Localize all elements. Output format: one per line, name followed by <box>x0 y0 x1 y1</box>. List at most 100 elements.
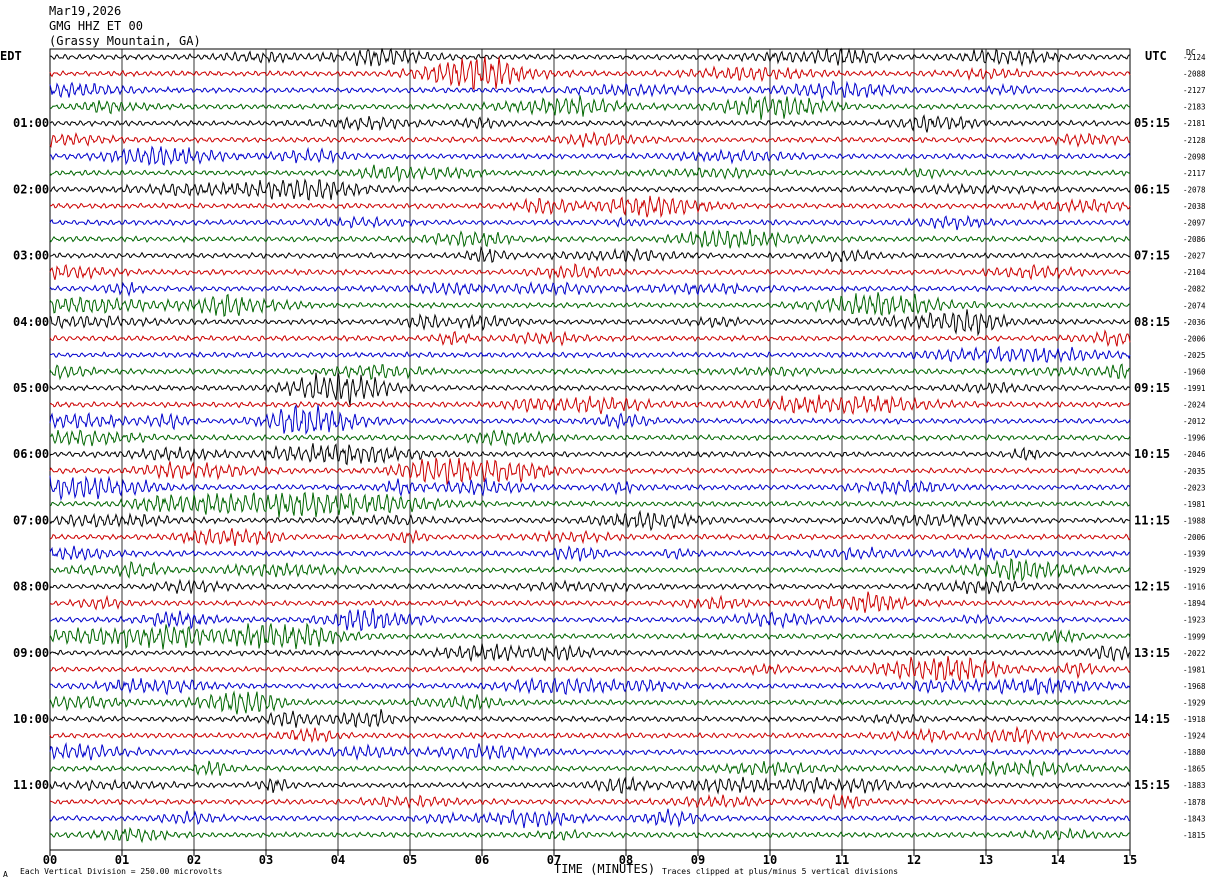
utc-hour-label: 12:15 <box>1134 580 1170 594</box>
x-tick-label: 13 <box>979 853 993 867</box>
utc-hour-label: 15:15 <box>1134 778 1170 792</box>
seismic-trace <box>49 591 1131 613</box>
dc-offset-label: -1883 <box>1183 781 1206 790</box>
utc-hour-label: 13:15 <box>1134 646 1170 660</box>
station-channel: GMG HHZ ET 00 <box>49 19 143 33</box>
x-tick-label: 04 <box>331 853 345 867</box>
utc-hour-label: 08:15 <box>1134 315 1170 329</box>
seismic-trace <box>49 114 1131 133</box>
x-tick-label: 15 <box>1123 853 1137 867</box>
dc-offset-label: -1878 <box>1183 798 1206 807</box>
dc-offset-label: -1939 <box>1183 550 1206 559</box>
dc-offset-label: -1924 <box>1183 732 1206 741</box>
dc-offset-label: -2097 <box>1183 219 1206 228</box>
seismic-trace <box>49 329 1131 348</box>
x-tick-label: 10 <box>763 853 777 867</box>
seismic-trace <box>49 363 1131 381</box>
dc-offset-label: -1916 <box>1183 583 1206 592</box>
utc-hour-label: 07:15 <box>1134 249 1170 263</box>
dc-offset-label: -1999 <box>1183 632 1206 641</box>
seismic-trace <box>49 345 1131 364</box>
seismic-trace <box>49 228 1131 249</box>
dc-offset-label: -2117 <box>1183 169 1206 178</box>
seismic-trace <box>49 457 1131 486</box>
dc-offset-label: -2025 <box>1183 351 1206 360</box>
dc-offset-label: -2006 <box>1183 533 1206 542</box>
dc-offset-label: -2006 <box>1183 334 1206 343</box>
utc-hour-label: 05:15 <box>1134 116 1170 130</box>
corner-mark: A <box>3 870 8 879</box>
x-tick-label: 03 <box>259 853 273 867</box>
seismic-trace <box>49 775 1131 795</box>
seismic-trace <box>49 372 1131 406</box>
utc-hour-label: 09:15 <box>1134 381 1170 395</box>
dc-offset-label: -2035 <box>1183 467 1206 476</box>
x-tick-label: 07 <box>547 853 561 867</box>
edt-hour-label: 09:00 <box>13 646 49 660</box>
dc-offset-label: -2082 <box>1183 285 1206 294</box>
x-tick-label: 00 <box>43 853 57 867</box>
seismic-trace <box>49 676 1131 696</box>
x-tick-label: 01 <box>115 853 129 867</box>
x-tick-label: 12 <box>907 853 921 867</box>
seismic-trace <box>49 578 1131 595</box>
dc-offset-label: -1988 <box>1183 516 1206 525</box>
seismic-trace <box>49 281 1131 297</box>
seismic-trace <box>49 56 1131 91</box>
seismic-trace <box>49 145 1131 166</box>
seismic-trace <box>49 475 1131 502</box>
dc-offset-label: -2181 <box>1183 119 1206 128</box>
seismic-trace <box>49 164 1131 183</box>
x-tick-label: 08 <box>619 853 633 867</box>
scale-note: Each Vertical Division = 250.00 microvol… <box>20 867 223 876</box>
edt-hour-label: 06:00 <box>13 447 49 461</box>
seismic-trace <box>49 491 1131 518</box>
seismic-trace <box>49 245 1131 263</box>
edt-hour-label: 02:00 <box>13 182 49 196</box>
seismic-trace <box>49 195 1131 219</box>
seismic-trace <box>49 429 1131 447</box>
seismic-trace <box>49 404 1131 436</box>
seismic-trace <box>49 656 1131 682</box>
dc-offset-label: -1843 <box>1183 814 1206 823</box>
seismic-trace <box>49 608 1131 632</box>
dc-offset-label: -1960 <box>1183 367 1206 376</box>
seismic-trace <box>49 131 1131 148</box>
dc-offset-label: -1929 <box>1183 698 1206 707</box>
seismic-trace <box>49 394 1131 416</box>
dc-axis-title: DC <box>1186 48 1196 57</box>
edt-hour-label: 05:00 <box>13 381 49 395</box>
dc-offset-label: -2074 <box>1183 301 1206 310</box>
dc-offset-label: -2027 <box>1183 252 1206 261</box>
dc-offset-label: -2098 <box>1183 152 1206 161</box>
dc-offset-label: -2128 <box>1183 136 1206 145</box>
edt-hour-label: 07:00 <box>13 513 49 527</box>
utc-axis-title: UTC <box>1145 49 1167 63</box>
clip-note: Traces clipped at plus/minus 5 vertical … <box>662 867 899 876</box>
seismic-trace <box>49 808 1131 829</box>
dc-offset-label: -1923 <box>1183 616 1206 625</box>
seismic-trace <box>49 725 1131 745</box>
seismic-trace <box>49 263 1131 281</box>
x-tick-label: 02 <box>187 853 201 867</box>
plot-date: Mar19,2026 <box>49 4 122 18</box>
station-location: (Grassy Mountain, GA) <box>49 34 201 48</box>
seismic-trace <box>49 741 1131 761</box>
x-tick-label: 09 <box>691 853 705 867</box>
edt-hour-label: 04:00 <box>13 315 49 329</box>
seismic-trace <box>49 95 1131 120</box>
x-tick-label: 11 <box>835 853 849 867</box>
seismic-trace <box>49 178 1131 201</box>
plot-frame <box>49 48 1131 851</box>
dc-offset-label: -1815 <box>1183 831 1206 840</box>
dc-offset-label: -2012 <box>1183 417 1206 426</box>
dc-offset-label: -1880 <box>1183 748 1206 757</box>
seismic-trace <box>49 292 1131 317</box>
dc-offset-label: -2024 <box>1183 401 1206 410</box>
edt-hour-label: 03:00 <box>13 249 49 263</box>
dc-offset-label: -2023 <box>1183 483 1206 492</box>
utc-hour-label: 06:15 <box>1134 182 1170 196</box>
seismic-trace <box>49 643 1131 663</box>
x-tick-label: 14 <box>1051 853 1065 867</box>
